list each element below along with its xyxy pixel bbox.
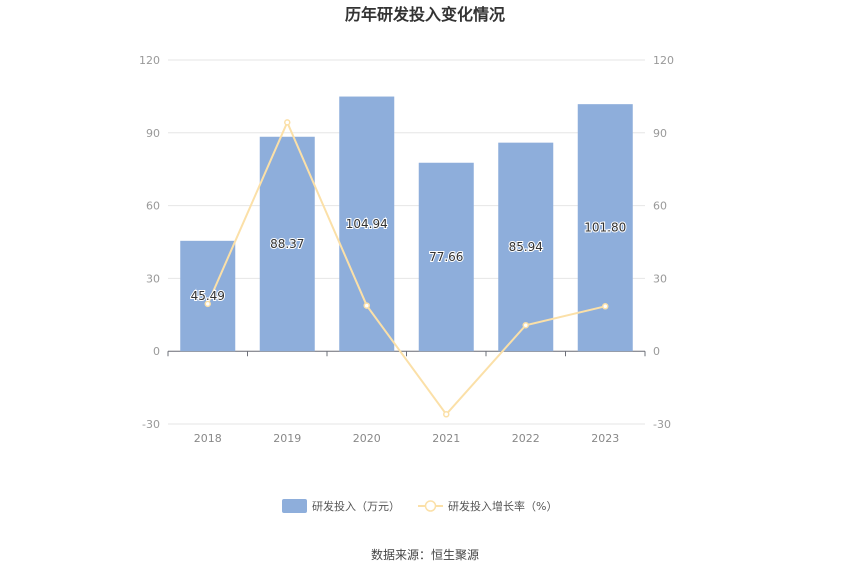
x-tick-label: 2022 [512, 432, 540, 445]
x-tick-label: 2021 [432, 432, 460, 445]
legend[interactable]: 研发投入（万元） 研发投入增长率（%） [282, 499, 557, 513]
growth-line-path [206, 119, 606, 416]
y-right-tick-label: -30 [653, 418, 671, 431]
growth-point[interactable] [443, 411, 450, 418]
x-tick-label: 2019 [273, 432, 301, 445]
y-right-tick-label: 30 [653, 272, 667, 285]
chart-title: 历年研发投入变化情况 [345, 5, 505, 24]
y-left-tick-label: 30 [146, 272, 160, 285]
growth-point[interactable] [522, 321, 529, 329]
y-right-tick-label: 90 [653, 127, 667, 140]
growth-line [204, 119, 609, 418]
bar-value-label: 45.49 [191, 289, 225, 303]
growth-point[interactable] [602, 303, 609, 310]
y-left-tick-label: 60 [146, 200, 160, 213]
y-left-tick-label: 120 [139, 54, 160, 67]
legend-line-marker [424, 500, 437, 512]
y-left-tick-label: 0 [153, 345, 160, 358]
legend-bar-label: 研发投入（万元） [312, 499, 400, 513]
bar-value-label: 77.66 [429, 250, 463, 264]
grid [168, 59, 645, 425]
bar[interactable] [418, 162, 474, 352]
growth-point[interactable] [204, 300, 211, 308]
x-tick-label: 2018 [194, 432, 222, 445]
x-tick-label: 2023 [591, 432, 619, 445]
y-left-tick-label: 90 [146, 127, 160, 140]
x-tick-label: 2020 [353, 432, 381, 445]
legend-line-label: 研发投入增长率（%） [448, 499, 557, 513]
growth-point[interactable] [363, 302, 370, 309]
legend-bar-swatch [282, 499, 307, 513]
y-left-tick-label: -30 [142, 418, 160, 431]
data-labels: 45.49 88.37 104.94 77.66 85.94 101.80 [190, 216, 628, 304]
axes: -30 0 30 60 90 120 -30 0 30 60 90 120 2018 2019 2020 20… [139, 54, 674, 445]
bar[interactable] [180, 240, 236, 352]
y-right-tick-label: 60 [653, 200, 667, 213]
bar-value-label: 88.37 [270, 237, 304, 251]
y-right-tick-label: 0 [653, 345, 660, 358]
y-right-tick-label: 120 [653, 54, 674, 67]
bars [180, 96, 633, 352]
bar-value-label: 104.94 [346, 217, 388, 231]
bar-value-label: 101.80 [584, 221, 626, 235]
source-note: 数据来源：恒生聚源 [371, 547, 479, 562]
bar[interactable] [498, 142, 554, 352]
bar[interactable] [259, 136, 315, 352]
growth-point[interactable] [284, 119, 291, 126]
bar-value-label: 85.94 [509, 240, 543, 254]
